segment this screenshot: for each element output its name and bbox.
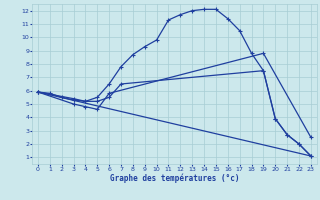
X-axis label: Graphe des températures (°c): Graphe des températures (°c) [110, 173, 239, 183]
